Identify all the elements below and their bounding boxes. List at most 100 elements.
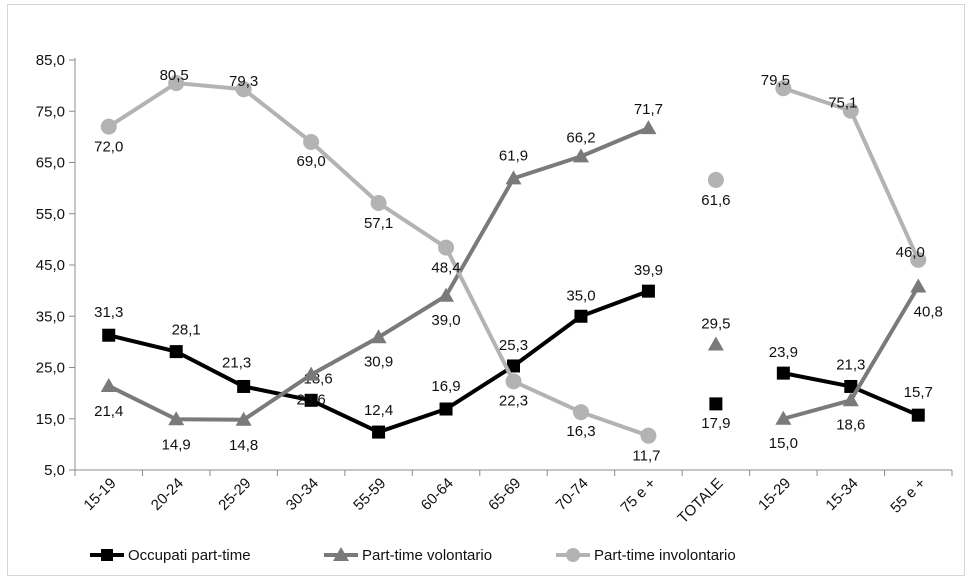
data-label: 46,0 (896, 244, 925, 261)
data-point-square (507, 359, 520, 373)
x-tick-label: 55-59 (350, 475, 389, 514)
data-label: 21,4 (94, 403, 123, 420)
data-label: 79,5 (761, 72, 790, 89)
x-tick-label: 15-34 (822, 475, 861, 514)
data-point-square (102, 328, 116, 342)
data-label: 31,3 (94, 304, 123, 321)
data-point-triangle (303, 366, 320, 381)
y-tick-label: 55,0 (36, 206, 65, 223)
y-tick-label: 75,0 (36, 103, 65, 120)
data-label: 79,3 (229, 73, 258, 90)
data-label: 15,0 (769, 435, 798, 452)
data-label: 22,3 (499, 392, 528, 409)
data-label: 21,3 (836, 356, 865, 373)
y-tick-label: 85,0 (36, 52, 65, 69)
x-tick-label: 30-34 (283, 475, 322, 514)
data-point-square (641, 284, 655, 298)
series-part-time-involontario: 72,0 80,5 79,3 69,0 57,1 48,4 22,3 16,3 11,7 61,6… (94, 67, 927, 465)
data-label: 61,9 (499, 147, 528, 164)
data-label: 23,9 (769, 344, 798, 361)
y-tick-label: 25,0 (36, 360, 65, 377)
data-point-circle (842, 102, 859, 119)
data-label: 25,3 (499, 337, 528, 354)
data-label: 61,6 (701, 192, 730, 209)
series-line (107, 126, 650, 422)
legend-label: Part-time volontario (362, 547, 492, 564)
data-label: 28,1 (172, 322, 201, 339)
data-label: 14,8 (229, 437, 258, 454)
data-point-circle (370, 194, 387, 211)
data-point-circle (168, 75, 185, 92)
data-point-triangle (707, 336, 724, 351)
x-tick-label: 75 e + (617, 475, 659, 517)
legend-label: Occupati part-time (128, 547, 251, 564)
data-label: 14,9 (162, 436, 191, 453)
data-point-circle (505, 373, 522, 390)
data-point-triangle (842, 392, 859, 407)
data-point-triangle (438, 287, 455, 302)
data-label: 80,5 (160, 67, 189, 84)
data-point-triangle (505, 170, 522, 185)
data-point-square (237, 379, 251, 393)
data-point-triangle (370, 329, 387, 344)
x-tick-label: 15-29 (755, 475, 794, 514)
data-label: 40,8 (914, 304, 943, 321)
data-point-square (304, 393, 318, 407)
data-point-circle (640, 427, 657, 444)
x-tick-label: 25-29 (215, 475, 254, 514)
data-label: 29,5 (701, 315, 730, 332)
data-label: 75,1 (828, 95, 857, 112)
data-label: 16,9 (431, 378, 460, 395)
legend: Occupati part-time Part-time volontario Pa… (90, 547, 736, 564)
y-tick-label: 15,0 (36, 411, 65, 428)
data-label: 57,1 (364, 215, 393, 232)
series-occupati-part-time: 31,3 28,1 21,3 18,6 12,4 16,9 25,3 35,0 39,9 17,9… (94, 262, 933, 439)
x-tick-label: 20-24 (148, 475, 187, 514)
data-label: 71,7 (634, 101, 663, 118)
data-point-circle (438, 239, 455, 256)
data-point-circle (775, 80, 792, 97)
data-point-triangle (235, 411, 252, 426)
legend-marker-triangle (333, 547, 349, 561)
data-point-square (776, 366, 790, 380)
data-label: 72,0 (94, 139, 123, 156)
data-point-square (911, 408, 925, 422)
data-label: 17,9 (701, 415, 730, 432)
legend-marker-circle (566, 548, 580, 562)
y-tick-label: 45,0 (36, 257, 65, 274)
chart-frame (7, 4, 965, 576)
data-label: 39,0 (431, 312, 460, 329)
data-label: 48,4 (431, 260, 460, 277)
data-label: 35,0 (566, 287, 595, 304)
y-tick-label: 5,0 (44, 462, 65, 479)
data-label: 66,2 (566, 129, 595, 146)
data-label: 11,7 (632, 448, 660, 465)
data-point-triangle (168, 411, 185, 426)
data-label: 39,9 (634, 262, 663, 279)
data-point-triangle (100, 377, 117, 392)
legend-label: Part-time involontario (594, 547, 736, 564)
data-point-circle (303, 134, 320, 150)
data-label: 15,7 (904, 384, 933, 401)
data-point-triangle (775, 410, 792, 425)
y-tick-label: 35,0 (36, 308, 65, 325)
x-tick-label: 70-74 (553, 475, 592, 514)
data-point-circle (572, 404, 589, 421)
data-label: 23,6 (297, 392, 326, 409)
data-label: 18,6 (836, 416, 865, 433)
x-tick-label: 65-69 (485, 475, 524, 514)
data-point-triangle (572, 148, 589, 163)
series-part-time-volontario: 21,4 14,9 14,8 23,6 30,9 39,0 61,9 66,2 71,7 29,5… (94, 101, 943, 454)
data-point-circle (235, 81, 252, 98)
data-point-square (709, 397, 723, 411)
data-point-circle (707, 171, 724, 188)
data-label: 30,9 (364, 353, 393, 370)
x-tick-label: 15-19 (80, 475, 119, 514)
legend-marker-square (101, 549, 113, 561)
x-tick-label: 60-64 (418, 475, 457, 514)
data-point-triangle (910, 278, 927, 293)
data-point-triangle (640, 120, 657, 135)
data-label: 16,3 (566, 423, 595, 440)
data-point-square (169, 345, 183, 359)
